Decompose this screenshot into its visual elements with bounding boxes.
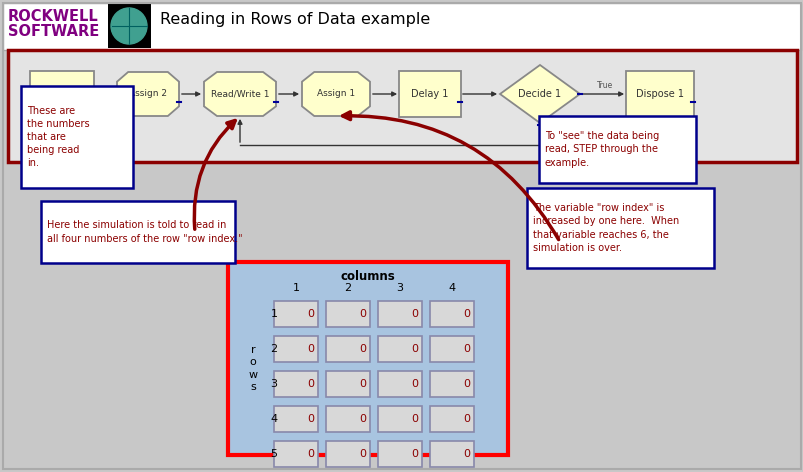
Text: 0: 0 [463,379,470,389]
Text: False: False [542,132,561,141]
FancyBboxPatch shape [430,406,474,432]
FancyBboxPatch shape [430,301,474,327]
FancyBboxPatch shape [3,3,800,50]
FancyBboxPatch shape [274,371,318,397]
Polygon shape [117,72,179,116]
FancyBboxPatch shape [398,71,460,117]
Polygon shape [204,72,275,116]
Text: Dispose 1: Dispose 1 [635,89,683,99]
Text: 2: 2 [344,283,351,293]
Text: 0: 0 [463,414,470,424]
Text: 3: 3 [396,283,403,293]
Text: 0: 0 [411,414,418,424]
Text: columns: columns [340,270,395,283]
Text: 2: 2 [270,344,277,354]
Text: 3: 3 [270,379,277,389]
FancyBboxPatch shape [274,406,318,432]
FancyBboxPatch shape [377,371,422,397]
Text: 0: 0 [307,379,314,389]
Circle shape [111,8,147,44]
FancyBboxPatch shape [325,441,369,467]
Text: Assign 2: Assign 2 [128,90,167,99]
Text: 0: 0 [307,309,314,319]
Text: 0: 0 [411,449,418,459]
Text: 0: 0 [307,449,314,459]
Text: Delay 1: Delay 1 [411,89,448,99]
FancyBboxPatch shape [526,188,713,268]
FancyBboxPatch shape [228,262,507,455]
FancyBboxPatch shape [377,441,422,467]
FancyBboxPatch shape [377,336,422,362]
Text: 0: 0 [411,344,418,354]
Text: The variable "row index" is
increased by one here.  When
that variable reaches 6: The variable "row index" is increased by… [532,203,679,253]
FancyBboxPatch shape [377,301,422,327]
FancyBboxPatch shape [274,336,318,362]
Text: Assign 1: Assign 1 [316,90,355,99]
Text: 0: 0 [307,414,314,424]
Text: r
o
w
s: r o w s [248,345,257,392]
Text: 5: 5 [270,449,277,459]
Text: ROCKWELL: ROCKWELL [8,9,99,24]
Text: To "see" the data being
read, STEP through the
example.: To "see" the data being read, STEP throu… [544,131,658,168]
Text: 0: 0 [359,414,366,424]
Text: 0: 0 [411,309,418,319]
FancyBboxPatch shape [626,71,693,117]
Text: 0: 0 [463,309,470,319]
FancyBboxPatch shape [325,301,369,327]
FancyBboxPatch shape [377,406,422,432]
Text: 0: 0 [463,344,470,354]
FancyBboxPatch shape [30,71,94,117]
Polygon shape [499,65,579,123]
FancyBboxPatch shape [325,406,369,432]
Text: 1: 1 [292,283,300,293]
FancyBboxPatch shape [274,301,318,327]
Polygon shape [302,72,369,116]
Text: Create 1: Create 1 [41,89,83,99]
FancyBboxPatch shape [538,116,695,183]
Text: Reading in Rows of Data example: Reading in Rows of Data example [160,11,430,26]
Text: 0: 0 [463,449,470,459]
FancyBboxPatch shape [274,441,318,467]
Text: 0: 0 [307,344,314,354]
Text: 0: 0 [359,344,366,354]
Text: 0: 0 [359,379,366,389]
FancyBboxPatch shape [41,201,234,263]
Text: Read/Write 1: Read/Write 1 [210,90,269,99]
FancyBboxPatch shape [325,336,369,362]
Text: 4: 4 [448,283,455,293]
Text: SOFTWARE: SOFTWARE [8,24,99,39]
FancyBboxPatch shape [8,50,796,162]
Text: 0: 0 [411,379,418,389]
Text: 0: 0 [359,449,366,459]
FancyBboxPatch shape [325,371,369,397]
Text: 1: 1 [270,309,277,319]
FancyBboxPatch shape [430,371,474,397]
FancyBboxPatch shape [430,336,474,362]
FancyBboxPatch shape [21,86,132,188]
Text: Here the simulation is told to read in
all four numbers of the row "row index.": Here the simulation is told to read in a… [47,220,243,244]
Text: True: True [597,81,613,90]
Text: 0: 0 [359,309,366,319]
FancyBboxPatch shape [430,441,474,467]
Text: 4: 4 [270,414,277,424]
Text: These are
the numbers
that are
being read
in.: These are the numbers that are being rea… [27,106,89,169]
Text: Decide 1: Decide 1 [518,89,560,99]
FancyBboxPatch shape [108,4,151,48]
